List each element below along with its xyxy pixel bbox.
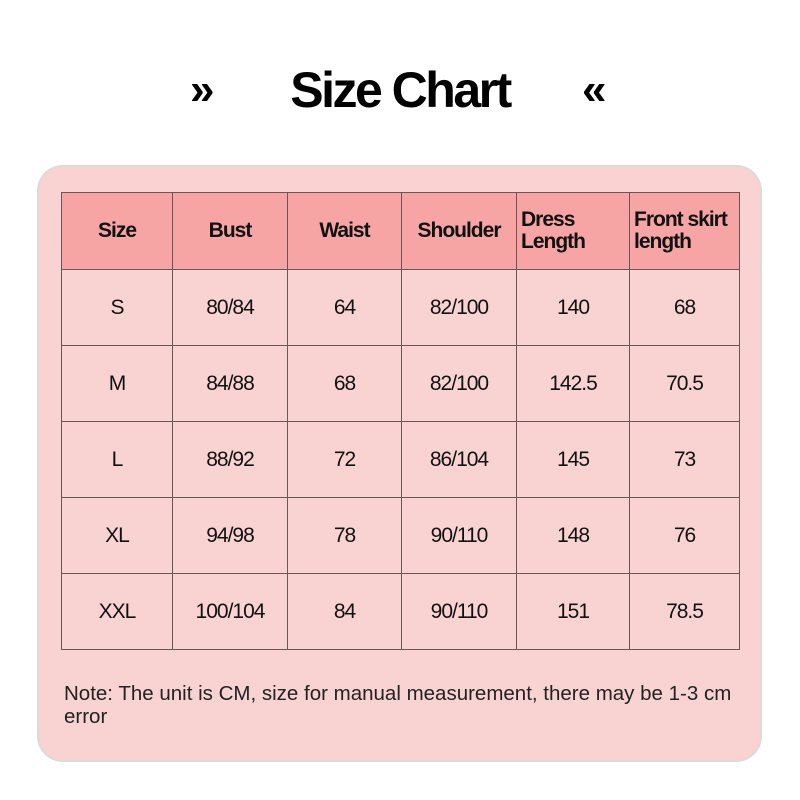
table-row: S 80/84 64 82/100 140 68 bbox=[61, 269, 740, 346]
table-row: XL 94/98 78 90/110 148 76 bbox=[61, 497, 740, 574]
table-cell: 78.5 bbox=[629, 573, 740, 650]
table-row: XXL 100/104 84 90/110 151 78.5 bbox=[61, 573, 740, 650]
table-cell: 86/104 bbox=[401, 421, 517, 498]
table-cell: 76 bbox=[629, 497, 740, 574]
table-cell: 94/98 bbox=[172, 497, 288, 574]
table-cell: 142.5 bbox=[516, 345, 630, 422]
table-cell: 88/92 bbox=[172, 421, 288, 498]
column-header: Waist bbox=[287, 192, 402, 270]
table-cell: 73 bbox=[629, 421, 740, 498]
table-cell: 72 bbox=[287, 421, 402, 498]
page-title: Size Chart bbox=[290, 62, 512, 118]
column-header: Front skirt length bbox=[629, 192, 740, 270]
table-cell: 82/100 bbox=[401, 345, 517, 422]
table-cell: 100/104 bbox=[172, 573, 288, 650]
column-header: Shoulder bbox=[401, 192, 517, 270]
table-cell: 90/110 bbox=[401, 573, 517, 650]
double-chevron-left-icon: « bbox=[582, 65, 607, 114]
table-cell: 151 bbox=[516, 573, 630, 650]
column-header: Bust bbox=[172, 192, 288, 270]
table-cell: 90/110 bbox=[401, 497, 517, 574]
table-cell: XL bbox=[61, 497, 173, 574]
table-cell: 140 bbox=[516, 269, 630, 346]
table-cell: S bbox=[61, 269, 173, 346]
title-row: » Size Chart « bbox=[0, 58, 800, 122]
table-cell: M bbox=[61, 345, 173, 422]
column-header: Size bbox=[61, 192, 173, 270]
measurement-note: Note: The unit is CM, size for manual me… bbox=[64, 682, 732, 728]
table-cell: 64 bbox=[287, 269, 402, 346]
table-cell: XXL bbox=[61, 573, 173, 650]
table-cell: 82/100 bbox=[401, 269, 517, 346]
table-cell: 78 bbox=[287, 497, 402, 574]
table-cell: 84 bbox=[287, 573, 402, 650]
table-cell: 148 bbox=[516, 497, 630, 574]
size-table: Size Bust Waist Shoulder Dress Length Fr… bbox=[61, 192, 740, 650]
table-cell: 68 bbox=[287, 345, 402, 422]
table-cell: 80/84 bbox=[172, 269, 288, 346]
table-row: L 88/92 72 86/104 145 73 bbox=[61, 421, 740, 498]
double-chevron-right-icon: » bbox=[190, 65, 215, 114]
table-row: M 84/88 68 82/100 142.5 70.5 bbox=[61, 345, 740, 422]
table-cell: 70.5 bbox=[629, 345, 740, 422]
table-cell: 68 bbox=[629, 269, 740, 346]
table-cell: L bbox=[61, 421, 173, 498]
table-cell: 145 bbox=[516, 421, 630, 498]
table-cell: 84/88 bbox=[172, 345, 288, 422]
column-header: Dress Length bbox=[516, 192, 630, 270]
table-header-row: Size Bust Waist Shoulder Dress Length Fr… bbox=[61, 192, 740, 270]
